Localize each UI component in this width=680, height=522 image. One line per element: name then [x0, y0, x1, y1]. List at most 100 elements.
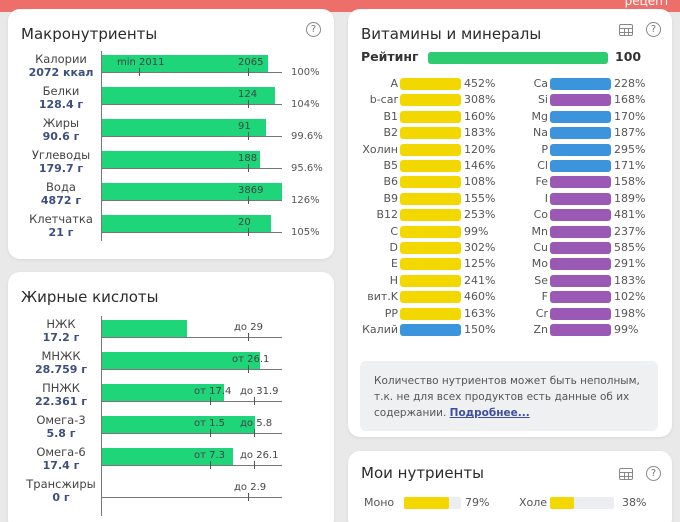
nutrient-percent: 183% [464, 126, 496, 140]
nutrient-row: H 241% [348, 274, 668, 288]
baseline [102, 369, 282, 370]
nutrient-bar [550, 160, 611, 172]
more-info-link[interactable]: Подробнее... [449, 407, 530, 419]
nutrient-percent: 160% [464, 109, 496, 123]
nutrient-name: H [389, 273, 398, 287]
value-bar [102, 151, 260, 168]
nutrient-amount: 5.8 г [46, 427, 76, 440]
nutrient-row: b-car 308% [348, 93, 668, 107]
nutrient-row: B12 253% [348, 208, 668, 222]
nutrient-percent: 481% [614, 208, 646, 222]
target-tick [248, 100, 249, 108]
nutrient-percent: 308% [464, 93, 496, 107]
chart-axis [101, 51, 102, 241]
baseline [102, 72, 282, 73]
help-icon[interactable]: ? [646, 22, 661, 37]
value-bar [102, 448, 233, 465]
nutrient-name: B5 [383, 159, 398, 172]
nutrient-percent: 170% [614, 109, 646, 123]
nutrient-row: Cu 585% [348, 241, 668, 255]
table-icon[interactable] [619, 24, 633, 36]
from-tick [248, 365, 249, 373]
notice-text: Количество нутриентов может быть неполны… [374, 375, 640, 419]
nutrient-bar [400, 110, 461, 123]
from-tick [210, 429, 211, 437]
nutrient-name: b-car [369, 93, 398, 107]
nutrient-label: Трансжиры 0 г [16, 478, 106, 505]
nutrient-percent: 460% [464, 290, 496, 304]
nutrient-row: F 102% [348, 290, 668, 304]
nutrient-percent: 99% [614, 323, 639, 336]
nutrient-row: Na 187% [348, 126, 668, 140]
nutrient-name: D [389, 241, 398, 254]
nutrient-label: Омега-6 17.4 г [16, 446, 106, 473]
nutrient-bar [550, 225, 611, 238]
nutrient-name: A [390, 77, 398, 90]
nutrient-bar [404, 497, 461, 509]
target-label: 91 [238, 121, 251, 132]
nutrient-bar [550, 258, 611, 271]
nutrient-bar [400, 324, 461, 336]
baseline [102, 433, 282, 434]
nutrient-percent: 108% [464, 175, 496, 189]
nutrient-percent: 291% [614, 257, 646, 271]
nutrient-row: I 189% [348, 192, 668, 206]
nutrient-row: D 302% [348, 241, 668, 255]
nutrient-name: E [391, 257, 398, 271]
fat-row: Омега-6 17.4 г от 7.3 до 26.1 [8, 446, 338, 478]
nutrient-amount: 179.7 г [38, 162, 84, 175]
nutrient-label: Вода 4872 г [16, 181, 106, 208]
nutrient-name: Mg [531, 109, 548, 123]
nutrient-name: Si [537, 93, 548, 107]
my-nutrients-card: Мои нутриенты ? Моно 79% Холе 38% [348, 451, 672, 522]
nutrient-amount: 17.2 г [42, 331, 80, 344]
nutrient-bar [400, 78, 461, 90]
nutrient-bar [400, 307, 461, 320]
nutrient-row: B5 146% [348, 159, 668, 173]
nutrient-label: НЖК 17.2 г [16, 318, 106, 345]
table-icon[interactable] [619, 468, 633, 480]
nutrient-amount: 21 г [48, 226, 74, 239]
target-tick [248, 164, 249, 172]
baseline [102, 168, 282, 169]
to-label: до 5.8 [240, 418, 273, 429]
baseline [102, 232, 282, 233]
nutrient-percent: 183% [614, 273, 646, 287]
fat-row: МНЖК 28.759 г от 26.1 [8, 350, 338, 382]
nutrient-name: Mn [531, 224, 548, 238]
nutrient-name: B9 [383, 191, 398, 205]
baseline [102, 104, 282, 105]
chart-axis [101, 316, 102, 516]
help-icon[interactable]: ? [646, 466, 661, 481]
help-icon[interactable]: ? [306, 22, 321, 37]
nutrient-bar [400, 209, 461, 222]
nutrient-row: B1 160% [348, 110, 668, 124]
nutrient-bar [400, 242, 461, 254]
nutrient-row: Mg 170% [348, 110, 668, 124]
nutrient-name: Cu [533, 241, 548, 254]
nutrient-bar [400, 192, 461, 205]
nutrient-bar-fill [550, 497, 574, 509]
nutrient-name: PP [384, 306, 398, 320]
percent-label: 95.6% [291, 163, 323, 174]
nutrient-bar [550, 291, 611, 304]
rating-bar [428, 52, 608, 64]
fat-row: НЖК 17.2 г до 29 [8, 318, 338, 350]
nutrient-percent: 163% [464, 306, 496, 320]
nutrient-percent: 158% [614, 175, 646, 189]
vitamins-minerals-card: Витамины и минералы ? Рейтинг 100 A 452% b… [348, 9, 672, 437]
nutrient-percent: 585% [614, 241, 646, 254]
target-tick [248, 228, 249, 236]
macro-row: Калории 2072 ккал min 2011 2065 100% [8, 53, 338, 85]
recipe-link[interactable]: рецепт [624, 0, 670, 8]
from-label: от 17.4 [194, 386, 232, 397]
nutrient-name: Белки [42, 84, 80, 98]
percent-label: 105% [291, 227, 320, 238]
to-label: до 26.1 [240, 450, 279, 461]
nutrient-row: C 99% [348, 225, 668, 239]
nutrient-label: Калории 2072 ккал [16, 53, 106, 80]
macro-row: Белки 128.4 г 124 104% [8, 85, 338, 117]
nutrient-bar [550, 110, 611, 123]
nutrient-name: B12 [376, 208, 398, 222]
nutrient-bar [550, 497, 614, 509]
